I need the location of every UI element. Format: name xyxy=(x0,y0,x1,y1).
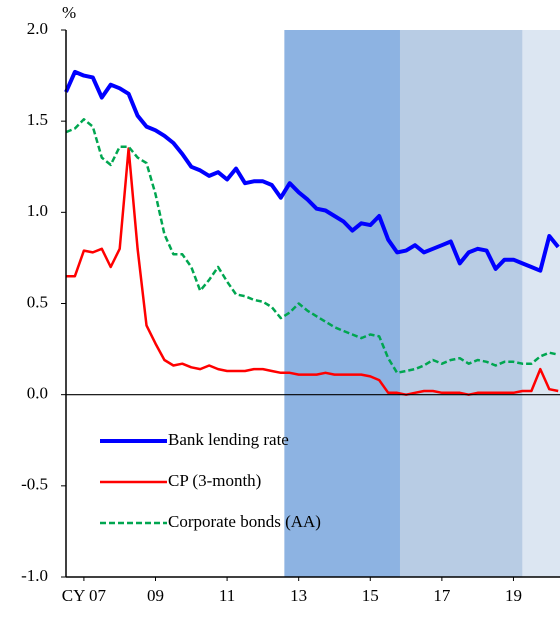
shaded-period xyxy=(284,30,400,577)
y-tick-label: 0.0 xyxy=(27,384,48,403)
y-tick-label: 2.0 xyxy=(27,19,48,38)
legend-label: Bank lending rate xyxy=(168,430,289,449)
y-tick-label: -0.5 xyxy=(21,475,48,494)
x-tick-label: 09 xyxy=(147,586,164,605)
line-layer xyxy=(64,69,560,396)
y-tick-label: -1.0 xyxy=(21,566,48,585)
x-tick-label: 11 xyxy=(219,586,235,605)
shaded-period xyxy=(399,30,523,577)
legend-label: Corporate bonds (AA) xyxy=(168,512,321,531)
y-unit: % xyxy=(62,3,76,22)
x-tick-label: CY 07 xyxy=(62,586,107,605)
shaded-period xyxy=(522,30,560,577)
x-tick-label: 15 xyxy=(362,586,379,605)
x-tick-label: 13 xyxy=(290,586,307,605)
series-line xyxy=(65,118,559,375)
y-tick-label: 1.0 xyxy=(27,201,48,220)
series-line xyxy=(64,69,560,273)
x-tick-label: 19 xyxy=(505,586,522,605)
x-tick-label: 17 xyxy=(433,586,451,605)
axis-layer: -1.0 -0.5 0.0 0.5 1.0 1.5 2.0 CY 07 09 11 13 15 17 19… xyxy=(21,19,560,605)
y-tick-label: 0.5 xyxy=(27,292,48,311)
series-line xyxy=(66,147,559,396)
y-tick-label: 1.5 xyxy=(27,110,48,129)
legend-label: CP (3-month) xyxy=(168,471,261,490)
shading-layer xyxy=(284,30,560,577)
